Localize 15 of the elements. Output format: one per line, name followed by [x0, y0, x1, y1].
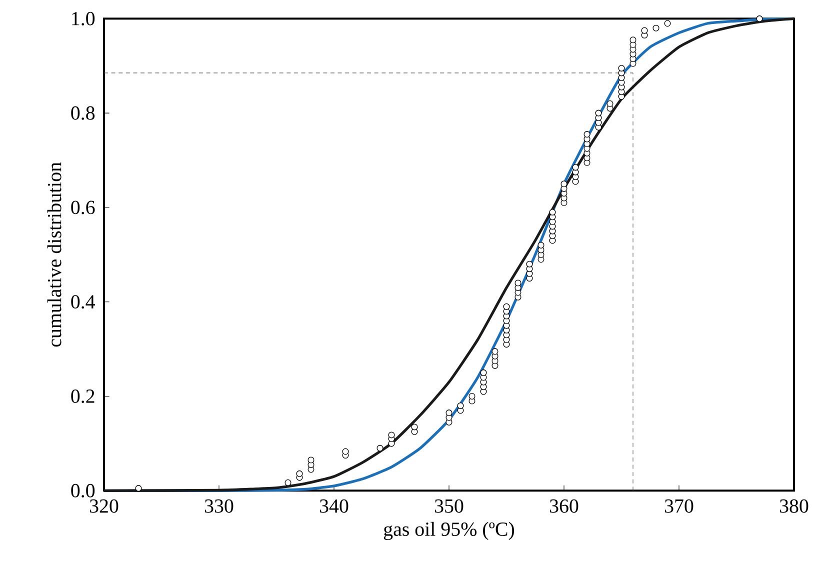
x-tick-label: 330	[205, 499, 234, 513]
x-tick-label: 320	[90, 499, 118, 513]
y-axis-title: cumulative distribution	[47, 162, 62, 347]
x-tick-label: 350	[435, 499, 464, 513]
y-tick-label: 0.8	[71, 106, 95, 120]
y-tick-label: 0.0	[71, 484, 95, 498]
x-tick-label: 370	[665, 499, 694, 513]
y-tick-label: 0.2	[71, 390, 94, 404]
y-tick-label: 0.4	[71, 295, 96, 309]
x-axis-title: gas oil 95% (ºC)	[384, 522, 514, 540]
y-tick-label: 1.0	[72, 12, 95, 26]
x-tick-label: 340	[320, 499, 348, 513]
y-tick-label: 0.6	[71, 200, 95, 214]
x-tick-label: 380	[780, 499, 808, 513]
x-tick-label: 360	[550, 499, 578, 513]
